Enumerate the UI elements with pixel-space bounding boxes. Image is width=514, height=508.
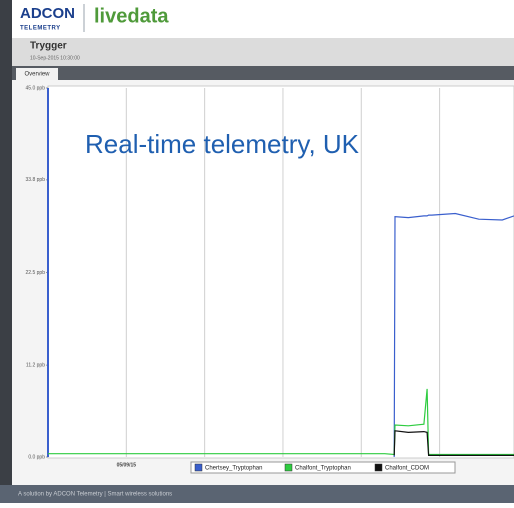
legend-label: Chertsey_Tryptophan — [205, 466, 262, 472]
brand: ADCON — [20, 5, 75, 22]
series-line — [48, 388, 514, 456]
station-bar — [12, 38, 514, 66]
y-tick-label: 11.2 ppb — [26, 362, 45, 368]
overlay-title: Real-time telemetry, UK — [85, 129, 360, 159]
series-line — [393, 212, 514, 458]
y-tick-label: 22.5 ppb — [26, 270, 46, 276]
tab[interactable] — [16, 68, 58, 80]
legend: Chertsey_Tryptophan Chalfont_Tryptophan Ch… — [190, 461, 456, 474]
legend-box — [190, 461, 456, 474]
brand-sub: TELEMETRY — [20, 26, 61, 32]
series-line — [393, 430, 514, 456]
station-name: Trygger — [30, 41, 67, 52]
legend-label: Chalfont_CDOM — [385, 466, 429, 472]
product: livedata — [94, 5, 169, 27]
x-tick-label: 05/09/15 — [117, 462, 137, 468]
legend-swatch — [284, 463, 293, 472]
tab-label[interactable]: Overview — [24, 72, 50, 78]
y-tick-label: 0.0 ppb — [28, 454, 45, 460]
plot-area — [47, 85, 514, 459]
station-time: 10-Sep-2015 10:30:00 — [30, 55, 80, 61]
footer-bar — [0, 485, 514, 503]
y-tick-label: 45.0 ppb — [26, 85, 46, 91]
legend-label: Chalfont_Tryptophan — [295, 466, 351, 472]
tab-bar — [12, 66, 514, 80]
y-tick-label: 33.8 ppb — [26, 177, 46, 183]
footer: A solution by ADCON Telemetry | Smart wi… — [18, 492, 172, 498]
legend-swatch — [194, 463, 203, 472]
left-border — [0, 0, 12, 503]
legend-swatch — [374, 463, 383, 472]
